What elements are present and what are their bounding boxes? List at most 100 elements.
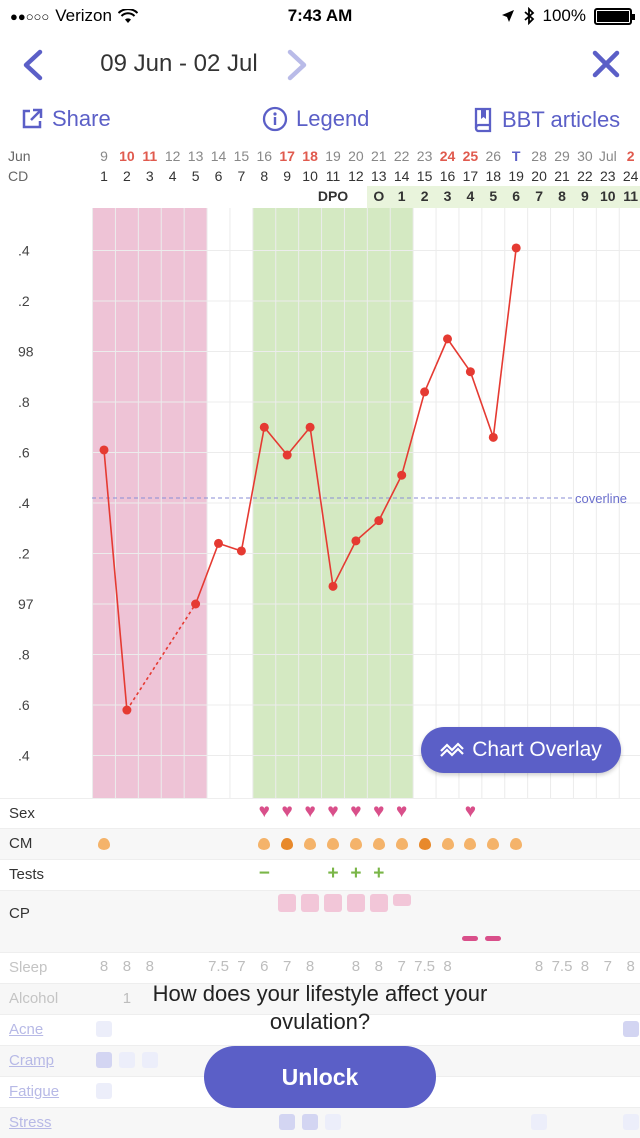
temp-point[interactable] xyxy=(374,516,384,526)
track-row-cp: CP xyxy=(0,890,640,952)
temp-point[interactable] xyxy=(465,367,475,377)
temp-point[interactable] xyxy=(99,445,109,455)
y-tick-label: .6 xyxy=(18,445,30,461)
cycle-day-cell: 16 xyxy=(439,168,456,184)
temp-line-segment xyxy=(309,427,334,587)
track-label-fatigue[interactable]: Fatigue xyxy=(9,1083,60,1100)
date-cell[interactable]: 23 xyxy=(416,148,433,164)
unlock-button[interactable]: Unlock xyxy=(204,1046,436,1108)
y-tick-label: 97 xyxy=(18,596,34,612)
sleep-value: 8 xyxy=(305,958,315,975)
cervical-mucus-icon xyxy=(413,834,436,850)
date-cell[interactable]: 30 xyxy=(577,148,593,164)
temp-line-segment xyxy=(332,540,357,587)
track-label-cramp[interactable]: Cramp xyxy=(9,1052,55,1069)
date-cell[interactable]: 14 xyxy=(210,148,227,164)
date-cell[interactable]: Jul xyxy=(598,148,617,164)
sleep-value: 8 xyxy=(122,958,132,975)
date-cell[interactable]: 29 xyxy=(554,148,570,164)
temp-point[interactable] xyxy=(214,538,223,548)
date-cell[interactable]: 11 xyxy=(142,148,158,164)
bbt-chart[interactable]: .6.4.298.8.6.4.297.8.6.4.2coverline xyxy=(0,208,640,798)
temp-point[interactable] xyxy=(511,243,521,253)
cervical-mucus-icon xyxy=(93,834,116,850)
info-icon xyxy=(262,106,288,132)
carrier: ●●○○○ Verizon xyxy=(10,6,138,26)
cycle-day-cell: 4 xyxy=(168,168,177,184)
cycle-day-cell: 24 xyxy=(622,168,639,184)
chevron-right-icon[interactable] xyxy=(282,48,312,82)
share-button[interactable]: Share xyxy=(20,106,111,132)
temp-point[interactable] xyxy=(122,705,132,715)
dpo-cell: O xyxy=(373,188,385,204)
temp-point[interactable] xyxy=(236,546,246,556)
y-tick-label: .8 xyxy=(18,394,30,410)
carrier-name: Verizon xyxy=(55,6,112,25)
battery-percent: 100% xyxy=(542,6,586,25)
date-cell[interactable]: 2 xyxy=(626,148,635,164)
date-cell[interactable]: 10 xyxy=(119,148,135,164)
date-cell[interactable]: 17 xyxy=(279,148,295,164)
legend-button[interactable]: Legend xyxy=(262,106,369,132)
chart-overlay-button[interactable]: Chart Overlay xyxy=(421,727,621,773)
cycle-day-cell: 17 xyxy=(462,168,479,184)
date-cell[interactable]: 26 xyxy=(485,148,502,164)
cycle-day-cell: 5 xyxy=(191,168,200,184)
temp-point[interactable] xyxy=(328,581,338,591)
date-cell[interactable]: 21 xyxy=(371,148,387,164)
temp-point[interactable] xyxy=(488,432,498,442)
cycle-day-cell: 8 xyxy=(260,168,269,184)
temp-point[interactable] xyxy=(351,536,361,546)
heart-icon: ♥ xyxy=(304,801,316,822)
track-label-stress[interactable]: Stress xyxy=(9,1114,52,1131)
cervix-position-mark xyxy=(482,936,505,941)
temp-point[interactable] xyxy=(191,599,201,609)
bbt-articles-button[interactable]: BBT articles xyxy=(472,106,620,134)
sleep-value: 7.5 xyxy=(208,958,229,975)
test-negative-icon: − xyxy=(258,863,270,884)
temp-point[interactable] xyxy=(305,422,315,432)
heart-icon: ♥ xyxy=(281,801,293,822)
temp-point[interactable] xyxy=(397,470,407,480)
track-row-tests: Tests xyxy=(0,859,640,890)
cervix-position-block xyxy=(367,894,390,912)
date-cell[interactable]: 18 xyxy=(302,148,318,164)
date-cell[interactable]: 12 xyxy=(164,148,181,164)
temp-point[interactable] xyxy=(443,334,452,344)
temp-point[interactable] xyxy=(282,450,292,460)
chevron-left-icon[interactable] xyxy=(18,48,48,82)
share-icon xyxy=(22,108,43,129)
y-tick-label: .2 xyxy=(18,293,30,309)
date-cell[interactable]: 15 xyxy=(233,148,250,164)
date-cell[interactable]: 13 xyxy=(187,148,204,164)
temp-point[interactable] xyxy=(259,422,269,432)
symptom-square xyxy=(299,1114,322,1130)
date-cell[interactable]: T xyxy=(511,148,521,164)
cycle-day-cell: 1 xyxy=(100,168,108,184)
temp-line-segment xyxy=(492,247,517,438)
symptom-square xyxy=(322,1114,345,1130)
dpo-cell: 6 xyxy=(512,188,521,204)
cervical-mucus-icon xyxy=(299,834,322,850)
temp-point[interactable] xyxy=(420,387,430,397)
track-label-sex: Sex xyxy=(9,805,35,822)
date-cell[interactable]: 25 xyxy=(462,148,479,164)
date-cell[interactable]: 9 xyxy=(100,148,108,164)
status-bar: ●●○○○ Verizon 7:43 AM 100% xyxy=(0,0,640,34)
symptom-square xyxy=(93,1052,116,1068)
date-cell[interactable]: 19 xyxy=(325,148,341,164)
cycle-day-cell: 23 xyxy=(600,168,616,184)
status-right: 100% xyxy=(501,6,635,26)
close-icon[interactable] xyxy=(590,48,622,80)
y-tick-label: .4 xyxy=(18,243,30,259)
date-cell[interactable]: 24 xyxy=(439,148,456,164)
date-cell[interactable]: 16 xyxy=(256,148,273,164)
track-label-acne[interactable]: Acne xyxy=(9,1021,44,1038)
cervical-mucus-icon xyxy=(276,834,299,850)
symptom-square xyxy=(619,1114,640,1130)
date-cell[interactable]: 22 xyxy=(393,148,410,164)
date-nav: 09 Jun - 02 Jul xyxy=(0,40,640,90)
date-cell[interactable]: 28 xyxy=(531,148,547,164)
temp-line-segment xyxy=(469,371,495,438)
date-cell[interactable]: 20 xyxy=(348,148,364,164)
